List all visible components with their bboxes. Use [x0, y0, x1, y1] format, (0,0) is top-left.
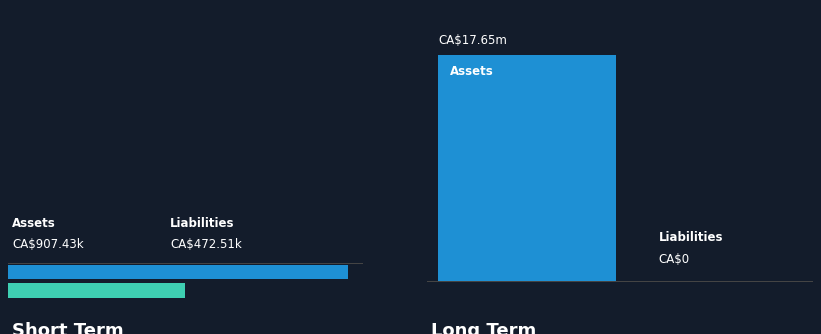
Text: Short Term: Short Term: [12, 322, 124, 334]
Bar: [427, 281, 813, 282]
Text: Liabilities: Liabilities: [170, 217, 235, 230]
Text: Assets: Assets: [450, 65, 493, 78]
Bar: [8, 263, 363, 264]
Bar: [8, 283, 185, 298]
Text: CA$907.43k: CA$907.43k: [12, 238, 84, 251]
Text: Long Term: Long Term: [431, 322, 536, 334]
Text: Assets: Assets: [12, 217, 56, 230]
Text: CA$17.65m: CA$17.65m: [438, 34, 507, 47]
Text: Liabilities: Liabilities: [658, 231, 723, 244]
Text: CA$472.51k: CA$472.51k: [170, 238, 242, 251]
Bar: [8, 265, 348, 279]
Bar: [438, 55, 616, 282]
Bar: [658, 281, 805, 282]
Text: CA$0: CA$0: [658, 253, 690, 266]
